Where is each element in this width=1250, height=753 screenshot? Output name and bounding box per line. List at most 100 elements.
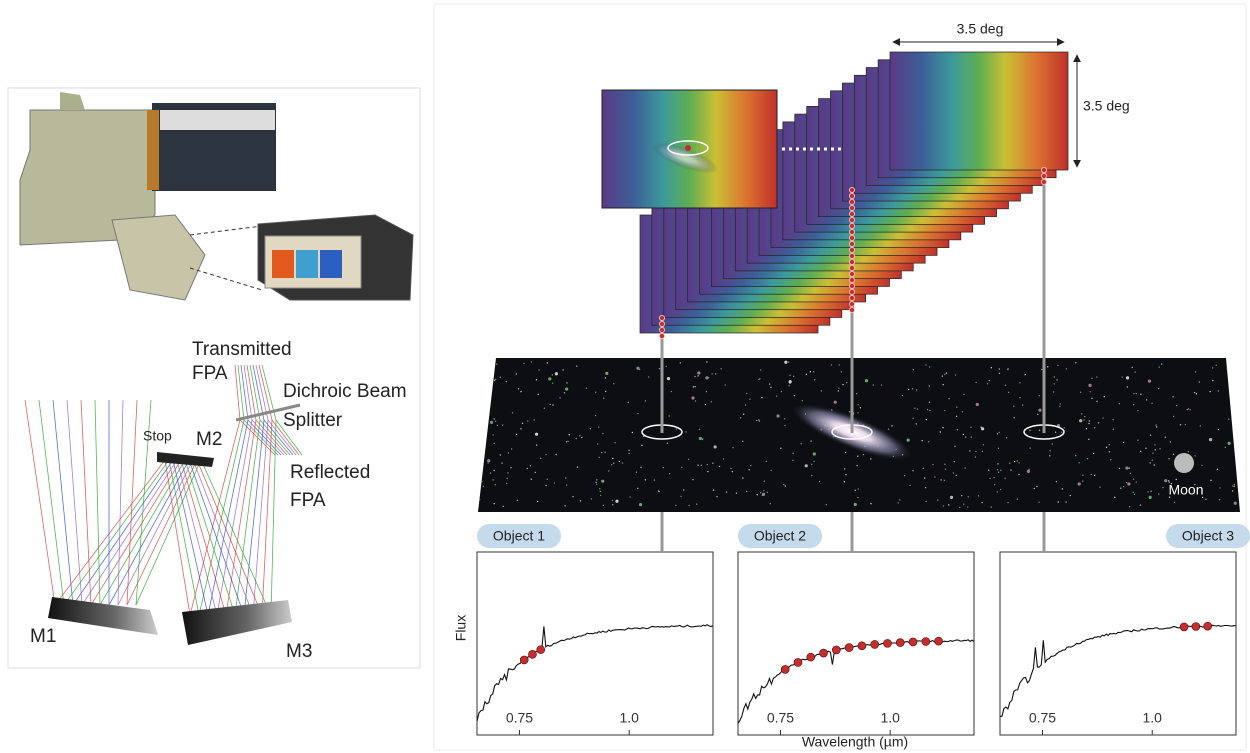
- star: [926, 419, 927, 420]
- spectrum-frame: [1000, 552, 1236, 735]
- star: [813, 371, 814, 372]
- star: [997, 463, 998, 464]
- star: [1037, 414, 1038, 415]
- star: [857, 488, 858, 489]
- star: [502, 424, 503, 425]
- star: [857, 456, 858, 457]
- star: [568, 434, 569, 435]
- star: [1173, 454, 1174, 455]
- star: [600, 491, 601, 492]
- star: [601, 480, 604, 483]
- star: [669, 473, 670, 474]
- star: [1187, 409, 1188, 410]
- label: M1: [30, 626, 56, 647]
- star: [548, 377, 551, 380]
- star: [1054, 383, 1055, 384]
- star: [1079, 419, 1082, 422]
- star: [870, 458, 871, 459]
- star: [1151, 403, 1152, 404]
- star: [706, 361, 707, 362]
- pixel-dot: [849, 187, 854, 192]
- star: [1091, 474, 1092, 475]
- star: [544, 408, 545, 409]
- sky-image: [478, 358, 1240, 512]
- star: [613, 383, 614, 384]
- star: [784, 361, 787, 364]
- star: [912, 470, 913, 471]
- star: [711, 401, 712, 402]
- sample-dot: [794, 658, 802, 666]
- star: [756, 420, 757, 421]
- star: [640, 467, 641, 468]
- star: [1173, 416, 1174, 417]
- star: [789, 375, 790, 376]
- pixel-dot: [849, 283, 854, 288]
- star: [579, 435, 580, 436]
- star: [546, 479, 547, 480]
- label: Splitter: [283, 410, 343, 431]
- star: [705, 404, 706, 405]
- star: [749, 399, 750, 400]
- star: [696, 503, 697, 504]
- star: [780, 447, 781, 448]
- star: [494, 443, 495, 444]
- star: [531, 361, 532, 362]
- star: [714, 445, 717, 448]
- star: [1090, 391, 1091, 392]
- star: [1081, 413, 1082, 414]
- pixel-dot: [659, 327, 664, 332]
- star: [989, 478, 990, 479]
- star: [1209, 438, 1212, 441]
- star: [537, 394, 538, 395]
- star: [1102, 417, 1103, 418]
- star: [501, 462, 502, 463]
- sample-dot: [1204, 622, 1212, 630]
- star: [1140, 504, 1141, 505]
- star: [760, 492, 761, 493]
- star: [1154, 449, 1155, 450]
- star: [1146, 399, 1147, 400]
- star: [605, 391, 606, 392]
- star: [1152, 452, 1153, 453]
- star: [615, 500, 618, 503]
- star: [761, 397, 762, 398]
- star: [555, 454, 556, 455]
- star: [612, 458, 613, 459]
- star: [1086, 428, 1087, 429]
- star: [1137, 410, 1138, 411]
- star: [944, 410, 945, 411]
- pixel-dot: [1041, 179, 1046, 184]
- star: [842, 384, 843, 385]
- star: [1194, 455, 1195, 456]
- star: [987, 383, 988, 384]
- star: [713, 489, 714, 490]
- star: [692, 479, 693, 480]
- star: [1228, 442, 1231, 445]
- star: [1188, 408, 1189, 409]
- pixel-dot: [849, 247, 854, 252]
- star: [547, 362, 548, 363]
- star: [612, 504, 613, 505]
- star: [849, 411, 850, 412]
- star: [981, 427, 984, 430]
- star: [1000, 489, 1001, 490]
- star: [838, 390, 839, 391]
- star: [929, 366, 930, 367]
- star: [1158, 388, 1159, 389]
- star: [763, 490, 764, 491]
- pixel-dot: [1041, 167, 1046, 172]
- star: [724, 384, 725, 385]
- star: [1216, 365, 1217, 366]
- star: [517, 500, 518, 501]
- star: [929, 385, 930, 386]
- star: [530, 465, 531, 466]
- star: [770, 470, 771, 471]
- star: [1225, 447, 1226, 448]
- star: [1106, 447, 1107, 448]
- star: [1096, 376, 1097, 377]
- star: [720, 368, 721, 369]
- star: [844, 468, 845, 469]
- star: [961, 495, 962, 496]
- star: [983, 444, 984, 445]
- star: [1075, 455, 1076, 456]
